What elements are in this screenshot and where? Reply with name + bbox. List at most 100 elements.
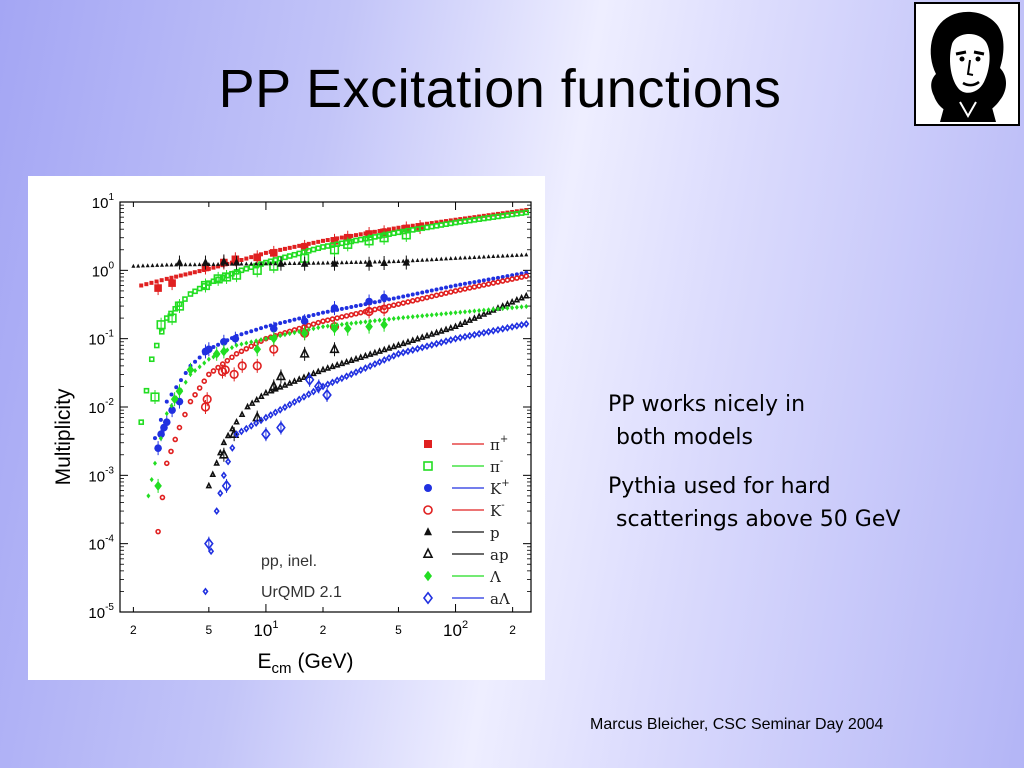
model-point: [348, 312, 355, 318]
model-point: [510, 253, 515, 258]
model-point: [357, 353, 365, 360]
model-point: [419, 343, 426, 352]
legend-label: K+: [490, 478, 510, 498]
data-point: [212, 348, 221, 359]
model-point: [183, 272, 188, 277]
model-point: [381, 356, 388, 364]
model-point: [405, 293, 410, 298]
model-point: [485, 308, 492, 315]
data-point: [204, 537, 214, 550]
model-point: [423, 342, 431, 351]
model-point: [377, 259, 382, 264]
model-point: [353, 237, 359, 244]
model-point: [390, 342, 398, 350]
model-point: [387, 297, 392, 302]
data-point: [237, 361, 247, 371]
model-point: [306, 314, 311, 319]
model-point: [297, 243, 302, 248]
model-point: [477, 254, 482, 259]
model-point: [339, 235, 344, 240]
model-point: [358, 303, 363, 308]
model-point: [233, 417, 240, 425]
model-point: [339, 306, 344, 311]
model-point: [453, 255, 458, 260]
model-point: [477, 308, 482, 314]
model-point: [453, 283, 458, 288]
model-point: [443, 290, 449, 296]
model-point: [415, 313, 420, 319]
model-point: [292, 317, 297, 322]
series-6: [146, 303, 529, 499]
model-point: [448, 310, 453, 316]
model-point: [239, 332, 244, 337]
legend-marker: [424, 440, 432, 448]
model-point: [348, 370, 355, 379]
y-tick-label: 100: [92, 260, 115, 280]
note-line: Pythia used for hard: [608, 474, 831, 499]
model-point: [206, 371, 212, 378]
model-point: [183, 262, 188, 267]
model-point: [425, 289, 430, 294]
model-point: [514, 272, 519, 277]
model-point: [447, 336, 454, 344]
model-point: [187, 291, 194, 297]
legend-label: K-: [490, 500, 505, 520]
model-point: [282, 254, 288, 261]
data-point: [300, 328, 309, 339]
excitation-chart: 101 100 10-1 10-2 10-3 10-4 10-5 2 5 101 2 5 102 2 Ecm…: [28, 176, 545, 680]
model-point: [306, 260, 311, 265]
model-point: [267, 386, 274, 394]
y-tick-label: 10-1: [88, 329, 114, 349]
y-tick-label: 10-5: [88, 602, 114, 622]
data-point: [253, 344, 262, 355]
model-point: [273, 261, 278, 266]
model-point: [486, 254, 491, 259]
model-point: [420, 290, 425, 295]
model-point: [476, 329, 483, 338]
data-point: [232, 257, 241, 266]
model-point: [338, 374, 345, 383]
model-point: [509, 211, 515, 218]
model-point: [524, 252, 529, 257]
model-point: [211, 345, 216, 350]
model-point: [462, 255, 467, 260]
model-point: [282, 319, 287, 324]
data-point: [168, 279, 176, 287]
model-point: [414, 334, 421, 342]
model-point: [499, 278, 506, 284]
model-point: [400, 300, 407, 306]
model-point: [457, 287, 464, 293]
model-point: [409, 336, 417, 344]
data-point: [330, 323, 339, 334]
model-point: [146, 493, 151, 499]
model-point: [229, 424, 236, 432]
legend-marker: [422, 547, 434, 559]
x-tick-label: 5: [205, 623, 212, 637]
model-point: [192, 270, 197, 275]
model-point: [297, 329, 302, 335]
legend-label: p: [490, 524, 500, 542]
model-point: [197, 364, 202, 370]
legend-marker: [424, 484, 432, 492]
model-point: [243, 345, 250, 352]
data-point: [167, 313, 177, 323]
model-point: [315, 245, 322, 252]
data-point: [401, 230, 411, 240]
data-point: [300, 259, 309, 267]
model-point: [429, 288, 434, 293]
data-point: [252, 411, 263, 422]
data-point: [231, 270, 242, 280]
data-point: [220, 346, 228, 357]
slide-title: PP Excitation functions: [218, 59, 782, 119]
model-point: [277, 255, 283, 262]
model-point: [344, 260, 349, 265]
model-point: [215, 364, 221, 371]
model-point: [158, 435, 163, 442]
data-point: [322, 388, 332, 402]
model-point: [452, 219, 459, 226]
model-point: [174, 385, 179, 390]
model-point: [504, 277, 511, 283]
model-point: [154, 279, 159, 284]
model-point: [414, 296, 421, 303]
model-point: [352, 354, 360, 362]
